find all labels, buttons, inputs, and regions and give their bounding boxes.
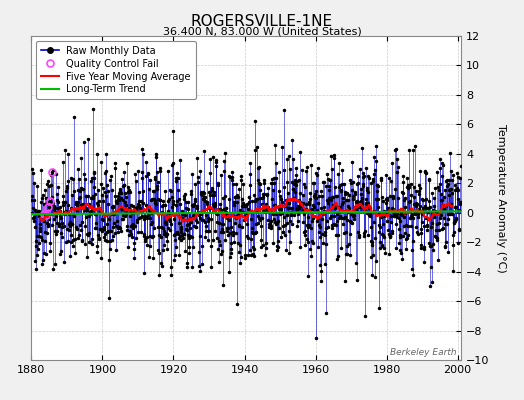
Text: ROGERSVILLE-1NE: ROGERSVILLE-1NE — [191, 14, 333, 29]
Legend: Raw Monthly Data, Quality Control Fail, Five Year Moving Average, Long-Term Tren: Raw Monthly Data, Quality Control Fail, … — [36, 41, 196, 99]
Text: 36.400 N, 83.000 W (United States): 36.400 N, 83.000 W (United States) — [162, 26, 362, 36]
Text: Berkeley Earth: Berkeley Earth — [390, 348, 457, 357]
Y-axis label: Temperature Anomaly (°C): Temperature Anomaly (°C) — [496, 124, 506, 272]
